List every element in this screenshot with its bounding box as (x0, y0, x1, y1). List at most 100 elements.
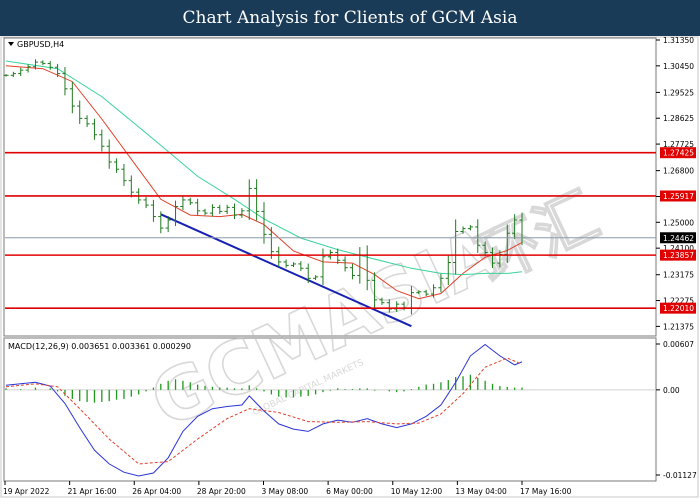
price-bar (379, 297, 385, 305)
price-bar (3, 74, 9, 77)
price-bar (113, 158, 120, 173)
price-bar (305, 263, 311, 284)
price-bar (47, 61, 53, 70)
page-title: Chart Analysis for Clients of GCM Asia (182, 8, 518, 28)
price-axis-label: 1.29525 (663, 88, 694, 97)
price-bar (180, 196, 186, 211)
price-axis-label: 1.22275 (663, 297, 694, 306)
price-bar (165, 215, 171, 233)
price-bar (416, 290, 422, 295)
time-axis-label: 19 Apr 2022 (3, 487, 50, 496)
time-axis-label: 6 May 00:00 (326, 487, 373, 496)
time-axis-label: 17 May 16:00 (520, 487, 572, 496)
price-bar (209, 204, 215, 217)
macd-axis-label: 0.00607 (663, 340, 694, 349)
level-label-bg (660, 147, 696, 159)
price-bar (224, 204, 230, 215)
price-axis-label: 1.30450 (663, 62, 694, 71)
price-axis-label: 1.21375 (663, 322, 694, 331)
level-label-bg (660, 302, 696, 314)
price-bar (55, 63, 61, 78)
price-bar (106, 139, 112, 169)
price-bar (371, 272, 378, 308)
price-bar (298, 261, 304, 271)
time-axis-label: 28 Apr 20:00 (197, 487, 246, 496)
level-label: 1.23857 (660, 249, 696, 261)
time-axis-label: 10 May 12:00 (391, 487, 443, 496)
price-bar (394, 301, 400, 312)
price-bar (313, 275, 319, 281)
price-bar (231, 203, 238, 220)
price-bar (32, 59, 39, 70)
price-bar (254, 179, 260, 221)
price-axis-label: 1.31350 (663, 36, 694, 45)
level-label-text: 1.25917 (663, 192, 694, 201)
price-bar (423, 289, 429, 297)
macd-signal-line (5, 357, 523, 465)
price-bar (25, 64, 31, 73)
price-bar (172, 200, 179, 226)
price-bar (77, 100, 83, 124)
level-label-bg (660, 190, 696, 202)
price-bar (150, 199, 157, 222)
level-label-text: 1.24462 (663, 234, 694, 243)
time-axis-label: 21 Apr 16:00 (68, 487, 117, 496)
price-bar (261, 202, 267, 244)
price-bar (276, 246, 282, 267)
price-bar (453, 219, 459, 275)
time-axis-label: 13 May 04:00 (455, 487, 507, 496)
level-label: 1.25917 (660, 190, 696, 202)
price-bar (335, 248, 341, 265)
sma-slow-line (5, 60, 523, 276)
price-bar (99, 129, 105, 152)
price-bar (40, 60, 46, 66)
sma-fast-line (5, 65, 523, 300)
price-bar (18, 67, 24, 77)
price-bar (91, 118, 98, 140)
price-bar (438, 273, 444, 293)
price-bar (342, 256, 348, 272)
price-bar (430, 284, 437, 298)
level-label: 1.27425 (660, 147, 696, 159)
price-bar (217, 204, 223, 215)
price-bar (475, 219, 481, 253)
macd-axis-label: -0.01127 (663, 471, 697, 480)
price-bar (512, 214, 518, 240)
price-bar (467, 225, 473, 231)
price-bar (121, 163, 127, 186)
chart-svg[interactable]: GCMASIA 环汇 GLOBAL CAPITAL MARKETS 1.3135… (0, 36, 700, 500)
price-bar (445, 255, 451, 286)
macd-title: MACD(12,26,9) 0.003651 0.003361 0.000290 (8, 342, 191, 351)
price-axis-label: 1.23175 (663, 271, 694, 280)
price-bar (283, 259, 289, 268)
price-bar (386, 299, 392, 313)
page-header: Chart Analysis for Clients of GCM Asia (0, 0, 700, 36)
level-label: 1.22010 (660, 302, 696, 314)
price-bar (69, 81, 75, 114)
macd-pane (3, 337, 657, 482)
price-bar (202, 208, 208, 216)
price-bar (489, 247, 496, 269)
level-label-text: 1.27425 (663, 149, 694, 158)
price-bar (349, 263, 356, 280)
price-bar (195, 198, 201, 215)
level-label-bg (660, 249, 696, 261)
time-axis-label: 26 Apr 04:00 (132, 487, 181, 496)
price-pane (3, 37, 657, 337)
macd-axis-label: 0.00 (663, 386, 680, 395)
price-bar (187, 197, 193, 206)
price-bar (143, 196, 149, 209)
symbol-dropdown-icon[interactable] (8, 42, 14, 46)
price-bar (62, 67, 68, 96)
price-bar (239, 208, 245, 218)
price-bar (84, 115, 90, 127)
price-bar (158, 211, 164, 234)
current-price-label: 1.24462 (660, 232, 696, 244)
price-bar (268, 227, 274, 259)
price-bar (128, 175, 134, 198)
level-label-text: 1.23857 (663, 251, 694, 260)
level-label-bg (660, 232, 696, 244)
price-axis-label: 1.28625 (663, 114, 694, 123)
time-axis-label: 3 May 08:00 (262, 487, 309, 496)
price-axis-label: 1.27725 (663, 140, 694, 149)
